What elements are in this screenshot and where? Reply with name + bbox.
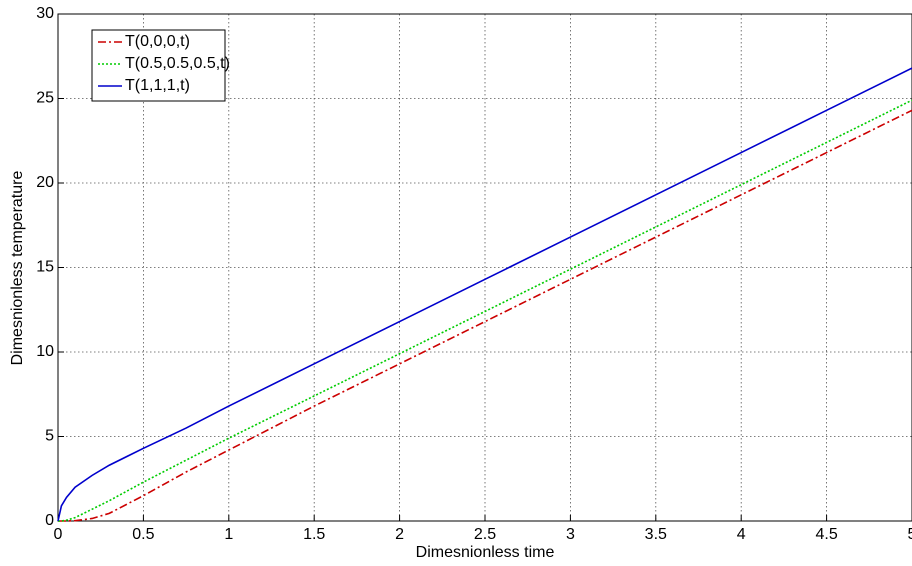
plot-frame: [57, 13, 912, 522]
y-tick-label: 30: [36, 5, 54, 22]
y-tick-label: 20: [36, 174, 54, 191]
x-tick-label: 0.5: [132, 526, 154, 543]
x-tick-label: 0: [54, 526, 63, 543]
y-tick-label: 5: [45, 428, 54, 445]
x-tick-label: 5: [908, 526, 912, 543]
y-tick-label: 25: [36, 90, 54, 107]
x-tick-label: 3.5: [645, 526, 667, 543]
x-tick-label: 2: [395, 526, 404, 543]
legend-label: T(0,0,0,t): [125, 33, 190, 50]
series-line: [57, 67, 912, 522]
y-tick-label: 0: [45, 512, 54, 529]
x-tick-label: 4: [737, 526, 746, 543]
y-tick-label: 10: [36, 343, 54, 360]
x-tick-label: 2.5: [474, 526, 496, 543]
x-tick-label: 1.5: [303, 526, 325, 543]
x-tick-label: 1: [224, 526, 233, 543]
x-tick-label: 3: [566, 526, 575, 543]
series-line: [58, 109, 912, 522]
y-axis-label: Dimesnionless temperature: [9, 171, 26, 366]
x-tick-label: 4.5: [815, 526, 837, 543]
legend-label: T(0.5,0.5,0.5,t): [125, 55, 230, 72]
legend-label: T(1,1,1,t): [125, 77, 190, 94]
y-tick-label: 15: [36, 259, 54, 276]
x-axis-label: Dimesnionless time: [416, 544, 555, 561]
